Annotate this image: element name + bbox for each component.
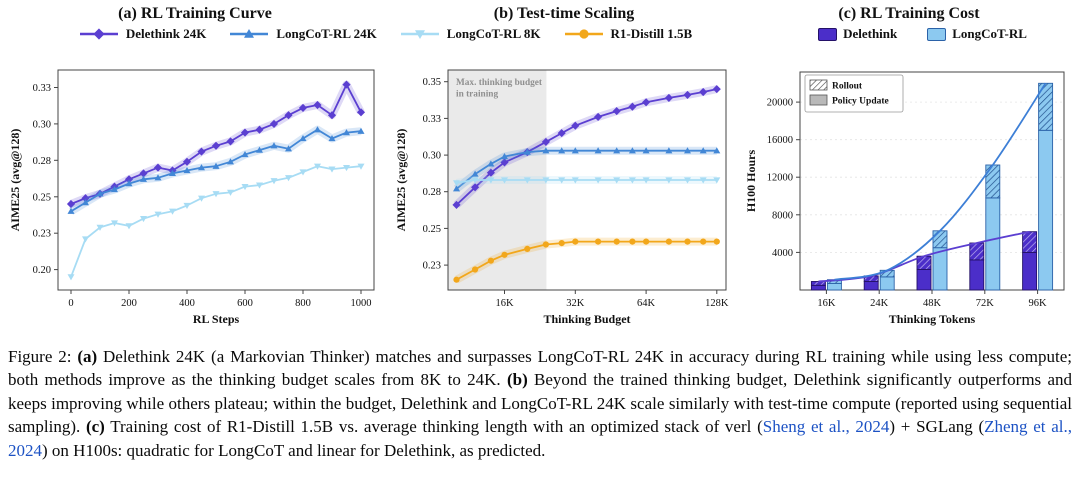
caption-text: ) on H100s: quadratic for LongCoT and li… (42, 440, 546, 460)
svg-text:0.25: 0.25 (33, 192, 51, 203)
y-axis: 4000 8000 12000 16000 20000 (767, 98, 800, 259)
x-axis: 0 200 400 600 800 1000 (68, 290, 372, 309)
svg-text:24K: 24K (870, 298, 889, 309)
gridlines (800, 101, 1064, 253)
svg-text:128K: 128K (705, 298, 729, 309)
legend-sample (564, 29, 603, 39)
bars-longcot-rl (826, 82, 1054, 291)
svg-text:Rollout: Rollout (832, 82, 863, 92)
legend-swatch (818, 27, 838, 41)
x-axis-label: Thinking Tokens (889, 312, 976, 326)
legend-label: Delethink 24K (125, 26, 207, 41)
svg-text:0: 0 (68, 298, 73, 309)
legend-item-delethink: Delethink (818, 26, 897, 42)
legend-swatch (927, 27, 947, 41)
svg-text:0.25: 0.25 (423, 224, 441, 235)
y-axis: 0.23 0.25 0.28 0.30 0.33 0.35 (423, 77, 448, 272)
y-axis: 0.20 0.23 0.25 0.28 0.30 0.33 (33, 83, 58, 276)
series-longcot-rl-8k (453, 176, 721, 187)
trend-line-delethink (818, 230, 1030, 283)
y-axis-label: H100 Hours (744, 150, 758, 213)
chart-c-rl-training-cost: 4000 8000 12000 16000 20000 16K 24K 48K 72K 96K Ro… (744, 71, 1065, 326)
series-longcot-rl-8k (67, 163, 365, 281)
caption-text: (b) (506, 370, 528, 390)
x-axis-label: Thinking Budget (543, 312, 630, 326)
svg-text:0.33: 0.33 (423, 114, 441, 125)
svg-text:0.23: 0.23 (33, 229, 51, 240)
svg-text:64K: 64K (637, 298, 656, 309)
svg-text:0.28: 0.28 (33, 156, 51, 167)
caption-text: Training cost of R1-Distill 1.5B vs. ave… (104, 417, 763, 437)
svg-text:600: 600 (237, 298, 253, 309)
legend-item-longcot-rl-8k: LongCoT-RL 8K (399, 26, 541, 42)
legend-sample (400, 30, 439, 39)
legend-label: LongCoT-RL 8K (446, 26, 541, 41)
series-longcot-rl-24k (453, 146, 721, 192)
svg-text:200: 200 (121, 298, 137, 309)
svg-text:32K: 32K (566, 298, 585, 309)
caption-text: Delethink 24K (a Markovian Thinker) matc… (8, 347, 1073, 390)
legend-label: LongCoT-RL (952, 26, 1027, 41)
svg-text:800: 800 (295, 298, 311, 309)
figure-caption: Figure 2: (a) Delethink 24K (a Markovian… (8, 345, 1072, 462)
trend-line-longcot-rl (834, 82, 1047, 281)
citation-link[interactable]: Sheng et al., 2024 (762, 417, 890, 437)
x-axis-label: RL Steps (193, 312, 240, 326)
legend-label: LongCoT-RL 24K (276, 26, 377, 41)
svg-text:16000: 16000 (767, 135, 793, 146)
y-axis-label: AIME25 (avg@128) (8, 129, 22, 232)
series-r1-distill-1-5b (453, 237, 720, 284)
svg-text:16K: 16K (817, 298, 836, 309)
legend-item-delethink-24k: Delethink 24K (78, 26, 207, 42)
svg-text:16K: 16K (495, 298, 514, 309)
training-budget-annotation: Max. thinking budget (456, 78, 543, 88)
citation-link[interactable]: Zheng et al., 2024 (8, 417, 1073, 460)
legend-label: R1-Distill 1.5B (610, 26, 693, 41)
svg-text:1000: 1000 (351, 298, 372, 309)
svg-text:72K: 72K (976, 298, 995, 309)
caption-text: (c) (85, 417, 105, 437)
svg-text:8000: 8000 (772, 210, 793, 221)
legend-label: Delethink (843, 26, 898, 41)
svg-text:48K: 48K (923, 298, 942, 309)
x-axis: 16K 24K 48K 72K 96K (817, 290, 1047, 309)
svg-text:20000: 20000 (767, 98, 793, 109)
svg-text:96K: 96K (1029, 298, 1048, 309)
y-axis-label: AIME25 (avg@128) (394, 129, 408, 232)
svg-text:Policy Update: Policy Update (832, 97, 889, 107)
legend-ab: Delethink 24K LongCoT-RL 24K LongCoT-RL 8K… (40, 26, 730, 42)
svg-text:12000: 12000 (767, 173, 793, 184)
legend-sample (230, 29, 269, 38)
svg-text:0.23: 0.23 (423, 261, 441, 272)
legend-sample (79, 28, 118, 40)
svg-text:0.33: 0.33 (33, 83, 51, 94)
panel-b-title: (b) Test-time Scaling (493, 5, 635, 22)
legend-item-longcot-rl: LongCoT-RL (927, 26, 1027, 42)
x-axis: 16K 32K 64K 128K (495, 290, 729, 309)
bar-style-legend: Rollout Policy Update (804, 74, 904, 113)
svg-text:400: 400 (179, 298, 195, 309)
caption-text: Beyond the trained thinking budget, Dele… (8, 370, 1073, 437)
svg-text:0.35: 0.35 (423, 77, 441, 88)
svg-text:4000: 4000 (772, 248, 793, 259)
bars-delethink (810, 231, 1038, 291)
legend-c: Delethink LongCoT-RL (775, 26, 1070, 42)
training-budget-annotation: in training (456, 90, 498, 100)
svg-text:0.20: 0.20 (33, 265, 51, 276)
legend-item-longcot-rl-24k: LongCoT-RL 24K (228, 26, 377, 42)
caption-text: (a) (77, 347, 98, 366)
series-delethink-24k (452, 85, 721, 209)
chart-a-rl-training-curve: 0.20 0.23 0.25 0.28 0.30 0.33 0 200 400 600 800 100… (8, 69, 375, 326)
svg-text:0.30: 0.30 (423, 151, 441, 162)
caption-text: Figure 2: (8, 347, 78, 366)
panel-a-title: (a) RL Training Curve (118, 5, 272, 22)
legend-item-r1-distill-1-5b: R1-Distill 1.5B (563, 26, 693, 42)
panel-c-title: (c) RL Training Cost (838, 5, 980, 22)
series-longcot-rl-24k (67, 125, 365, 215)
caption-text: ) + SGLang ( (889, 417, 985, 437)
svg-text:0.28: 0.28 (423, 187, 441, 198)
svg-text:0.30: 0.30 (33, 119, 51, 130)
